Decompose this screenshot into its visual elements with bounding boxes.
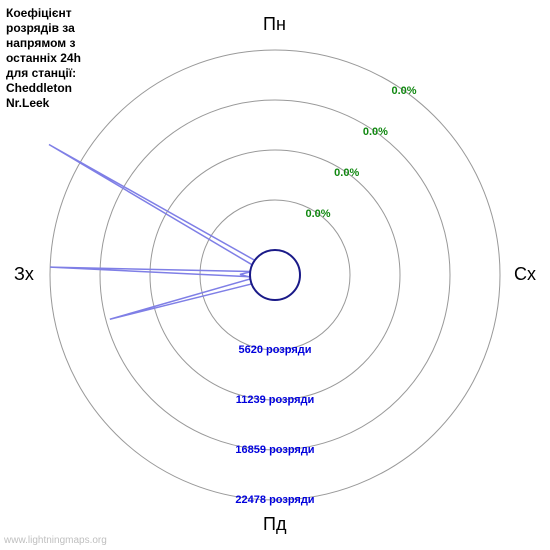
ring-strokes-label: 5620 розряди xyxy=(238,344,311,356)
rose-series xyxy=(49,145,255,320)
polar-chart-svg xyxy=(0,0,550,550)
ring-strokes-label: 22478 розряди xyxy=(235,494,314,506)
cardinal-east: Сх xyxy=(514,264,536,285)
grid-rings xyxy=(50,50,500,500)
ring-pct-label: 0.0% xyxy=(334,167,359,179)
cardinal-west: Зх xyxy=(14,264,34,285)
ring-pct-label: 0.0% xyxy=(363,126,388,138)
ring-pct-label: 0.0% xyxy=(305,208,330,220)
chart-title: Коефіцієнт розрядів за напрямом з останн… xyxy=(6,6,81,111)
inner-circle xyxy=(250,250,300,300)
ring-strokes-label: 11239 розряди xyxy=(236,394,315,406)
polar-chart-container: Коефіцієнт розрядів за напрямом з останн… xyxy=(0,0,550,550)
ring-strokes-label: 16859 розряди xyxy=(235,444,314,456)
watermark: www.lightningmaps.org xyxy=(4,535,107,546)
cardinal-north: Пн xyxy=(263,14,286,35)
ring-pct-label: 0.0% xyxy=(392,85,417,97)
cardinal-south: Пд xyxy=(263,514,286,535)
